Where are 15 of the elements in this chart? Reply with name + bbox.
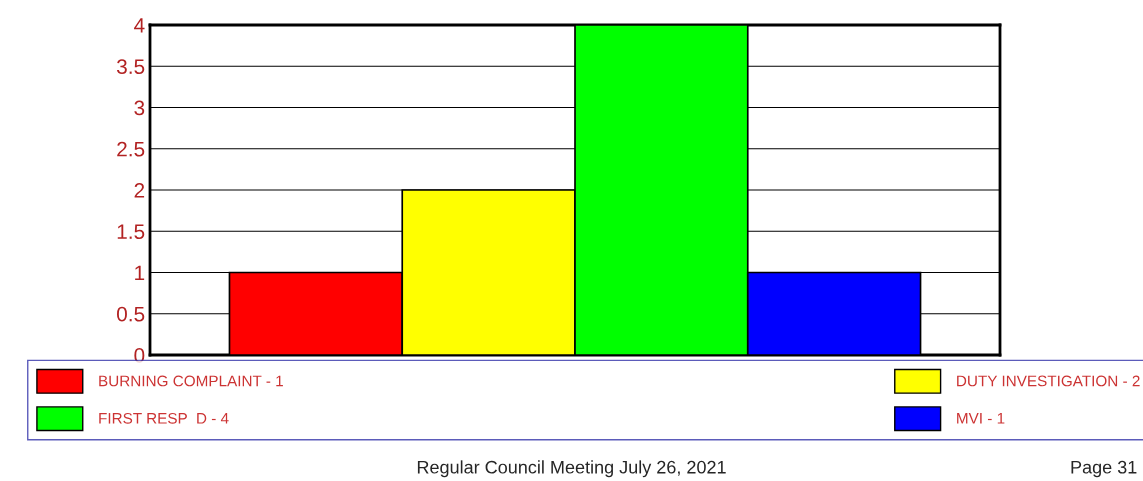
text: Page 31	[1071, 460, 1137, 478]
y-tick-label: 2.5	[117, 141, 145, 157]
y-tick-label: 2	[134, 183, 145, 198]
y-tick-label: 0.5	[116, 306, 145, 322]
y-tick-label: 1.5	[117, 224, 145, 239]
y-tick-label: 0	[134, 348, 145, 363]
y-tick-label: 4	[134, 18, 145, 33]
y-tick-label: 3.5	[116, 59, 145, 74]
legend-label: MVI - 1	[957, 413, 1005, 424]
text: Regular Council Meeting July 26, 2021	[417, 460, 726, 478]
legend-label: BURNING COMPLAINT - 1	[99, 375, 283, 387]
y-tick-label: 3	[134, 100, 145, 116]
legend-label: FIRST RESP D - 4	[99, 412, 229, 424]
legend-label: DUTY INVESTIGATION - 2	[957, 375, 1140, 387]
y-tick-label: 1	[135, 265, 145, 281]
